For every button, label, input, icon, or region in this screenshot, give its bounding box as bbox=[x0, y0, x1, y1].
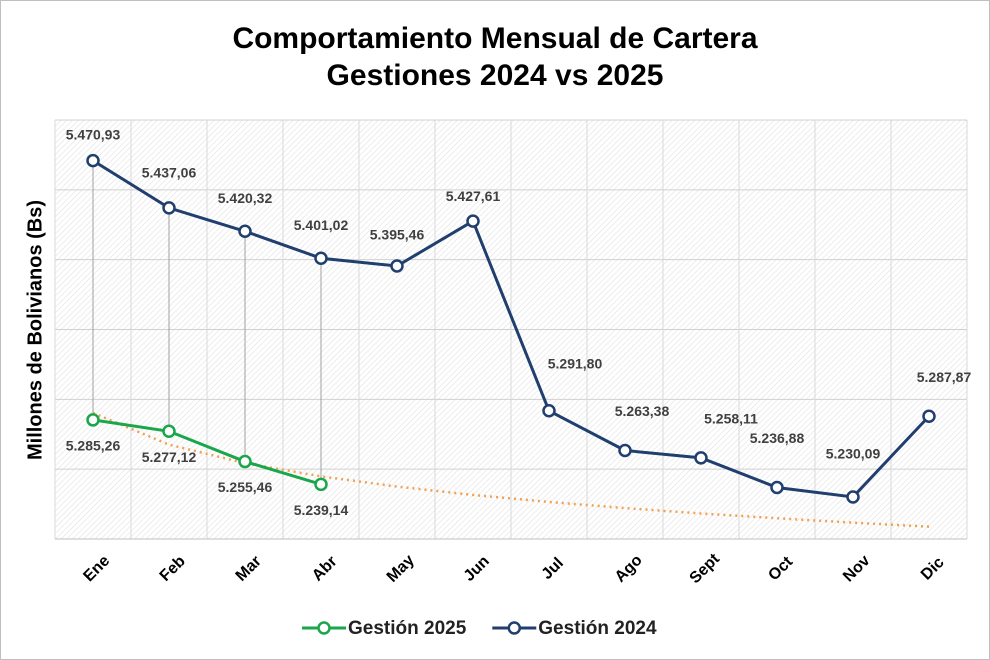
data-label: 5.236,88 bbox=[750, 430, 805, 446]
trendline bbox=[92, 411, 930, 528]
data-point bbox=[314, 251, 328, 265]
data-point bbox=[86, 413, 100, 427]
data-point bbox=[466, 214, 480, 228]
data-point bbox=[238, 224, 252, 239]
legend-label: Gestión 2025 bbox=[348, 618, 467, 639]
data-point bbox=[238, 454, 252, 469]
data-label: 5.255,46 bbox=[218, 479, 273, 495]
data-point bbox=[694, 451, 708, 465]
data-label: 5.395,46 bbox=[370, 227, 425, 243]
data-label: 5.420,32 bbox=[218, 190, 273, 206]
data-label: 5.291,80 bbox=[548, 355, 603, 371]
data-label: 5.258,11 bbox=[704, 411, 758, 427]
chart-title: Comportamiento Mensual de Cartera bbox=[232, 22, 757, 55]
y-axis-label: Millones de Bolivianos (Bs) bbox=[24, 200, 46, 460]
data-point bbox=[390, 259, 404, 273]
data-label: 5.427,61 bbox=[446, 188, 501, 204]
data-point bbox=[314, 477, 328, 492]
data-label: 5.263,38 bbox=[615, 403, 670, 419]
data-label: 5.277,12 bbox=[142, 449, 197, 465]
data-label: 5.287,87 bbox=[917, 369, 972, 385]
data-label: 5.230,09 bbox=[826, 446, 881, 462]
data-point bbox=[846, 490, 860, 504]
data-point bbox=[86, 153, 100, 168]
series-line bbox=[92, 159, 931, 499]
data-point bbox=[770, 480, 784, 495]
data-point bbox=[922, 409, 936, 424]
data-point bbox=[162, 424, 176, 439]
data-point bbox=[162, 201, 176, 215]
data-label: 5.239,14 bbox=[294, 502, 349, 518]
legend-label: Gestión 2024 bbox=[538, 618, 657, 639]
data-point bbox=[542, 404, 556, 418]
data-label: 5.285,26 bbox=[66, 438, 121, 454]
series-line bbox=[92, 418, 322, 486]
legend-marker bbox=[317, 621, 331, 635]
data-label: 5.437,06 bbox=[142, 165, 197, 181]
chart-title: Gestiones 2024 vs 2025 bbox=[327, 59, 664, 92]
legend-marker bbox=[507, 621, 522, 635]
data-label: 5.470,93 bbox=[66, 126, 121, 142]
data-label: 5.401,02 bbox=[294, 217, 349, 233]
data-point bbox=[618, 443, 632, 458]
